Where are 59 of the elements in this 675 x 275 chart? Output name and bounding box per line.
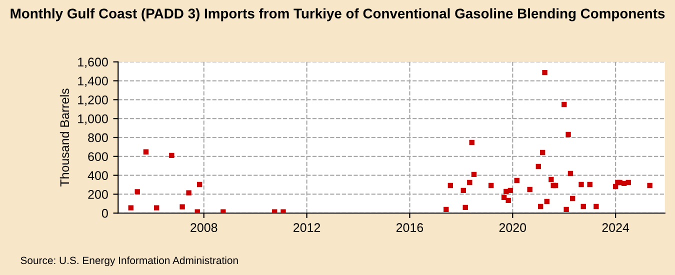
y-tick-label: 200 xyxy=(88,190,108,199)
point xyxy=(538,204,544,210)
point xyxy=(462,204,468,210)
y-tick-label: 1,000 xyxy=(78,114,108,125)
x-tick-label: 2020 xyxy=(499,223,526,232)
point xyxy=(552,182,558,188)
point xyxy=(568,170,574,176)
point xyxy=(169,152,174,158)
point xyxy=(194,209,200,214)
y-tick-label: 1,600 xyxy=(78,58,108,68)
y-tick-label: 1,400 xyxy=(78,76,108,87)
y-tick-label: 1,200 xyxy=(78,95,108,106)
y-tick-label: 400 xyxy=(88,171,108,180)
point xyxy=(514,178,520,184)
point xyxy=(460,188,466,194)
point xyxy=(488,182,494,188)
point xyxy=(564,206,569,212)
point xyxy=(506,198,511,204)
y-axis-title: Thousand Barrels xyxy=(60,88,70,187)
point xyxy=(566,132,571,138)
point xyxy=(542,70,548,76)
y-tick-label: 0 xyxy=(102,208,108,218)
point xyxy=(587,182,592,188)
point xyxy=(467,180,472,186)
point xyxy=(186,190,192,196)
point xyxy=(180,204,185,210)
x-tick-label: 2016 xyxy=(396,223,424,232)
point xyxy=(647,182,652,188)
point xyxy=(220,209,226,214)
point xyxy=(594,204,599,210)
x-tick-label: 2024 xyxy=(602,223,630,232)
x-tick-label: 2008 xyxy=(190,223,218,232)
x-tick-label: 2012 xyxy=(294,223,320,232)
point xyxy=(280,209,286,214)
point xyxy=(540,150,546,156)
point xyxy=(508,188,514,194)
point xyxy=(548,176,554,182)
point xyxy=(578,182,584,188)
point xyxy=(536,164,542,170)
point xyxy=(527,186,532,192)
source-note: Source: U.S. Energy Information Administration xyxy=(20,256,238,266)
point xyxy=(143,149,149,154)
point xyxy=(154,205,160,210)
point xyxy=(469,140,474,146)
point xyxy=(444,206,449,212)
y-tick-label: 600 xyxy=(88,152,108,162)
point xyxy=(562,102,567,108)
point xyxy=(134,189,140,194)
point xyxy=(626,180,631,186)
point xyxy=(471,172,477,178)
point xyxy=(580,204,586,210)
point xyxy=(196,182,202,188)
point xyxy=(448,182,454,188)
point xyxy=(570,196,576,202)
point xyxy=(128,205,134,210)
point xyxy=(544,198,550,204)
y-tick-label: 800 xyxy=(88,133,108,142)
chart-title: Monthly Gulf Coast (PADD 3) Imports from Turkiye of Conventional Gasoline Blending Components xyxy=(10,8,665,22)
point xyxy=(272,209,278,214)
